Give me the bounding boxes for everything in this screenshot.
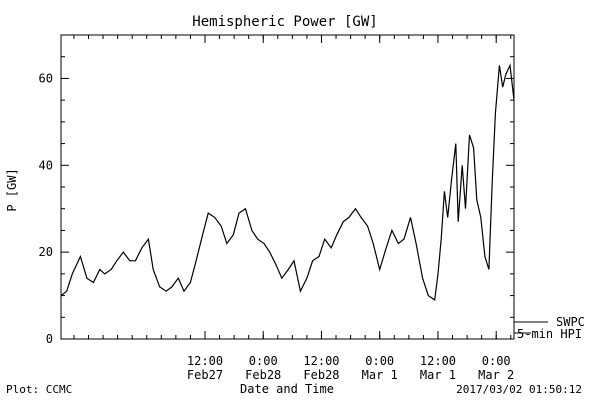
plot-timestamp: 2017/03/02 01:50:12 <box>456 383 582 396</box>
legend-label-swpc: SWPC <box>556 315 585 329</box>
legend-label-hpi: 5-min HPI <box>517 327 582 341</box>
y-tick-label: 0 <box>46 332 53 346</box>
x-tick-label-date: Feb27 <box>187 368 223 382</box>
x-tick-label-time: 12:00 <box>303 354 339 368</box>
y-axis-label: P [GW] <box>5 168 19 211</box>
axis-ticks: 020406012:00Feb270:00Feb2812:00Feb280:00… <box>39 34 514 382</box>
plot-credit: Plot: CCMC <box>6 383 72 396</box>
y-tick-label: 60 <box>39 71 53 85</box>
x-tick-label-date: Mar 2 <box>478 368 514 382</box>
series-layer <box>60 63 515 301</box>
series-line-hpi <box>60 63 515 301</box>
x-tick-label-time: 0:00 <box>482 354 511 368</box>
x-tick-label-date: Feb28 <box>245 368 281 382</box>
x-tick-label-date: Feb28 <box>303 368 339 382</box>
y-tick-label: 20 <box>39 245 53 259</box>
x-tick-label-time: 12:00 <box>187 354 223 368</box>
plot-frame <box>60 34 515 340</box>
x-tick-label-date: Mar 1 <box>420 368 456 382</box>
x-tick-label-time: 0:00 <box>249 354 278 368</box>
x-axis-label: Date and Time <box>240 382 334 396</box>
chart-title: Hemispheric Power [GW] <box>192 14 377 30</box>
x-tick-label-date: Mar 1 <box>362 368 398 382</box>
x-tick-label-time: 12:00 <box>420 354 456 368</box>
x-tick-label-time: 0:00 <box>365 354 394 368</box>
y-tick-label: 40 <box>39 158 53 172</box>
